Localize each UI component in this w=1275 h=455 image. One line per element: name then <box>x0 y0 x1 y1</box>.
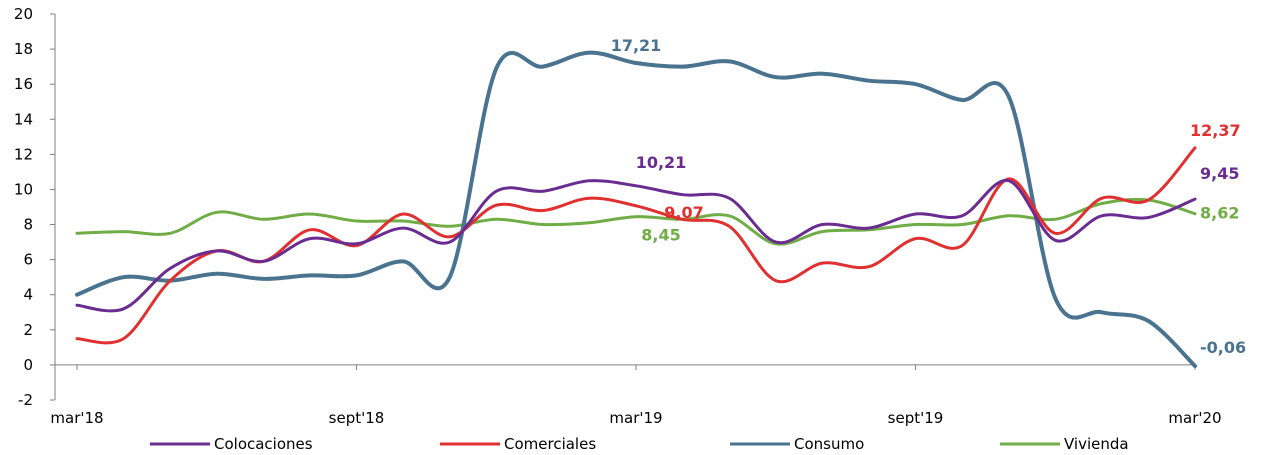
y-tick-label: 18 <box>14 40 33 58</box>
y-tick-label: 2 <box>23 321 33 339</box>
data-label-colocaciones: 9,45 <box>1200 164 1239 183</box>
y-tick-label: -2 <box>18 391 33 409</box>
data-label-consumo: 17,21 <box>611 36 662 55</box>
series-line-consumo <box>75 50 1197 368</box>
data-label-comerciales: 12,37 <box>1190 121 1241 140</box>
series-line-vivienda <box>75 197 1197 246</box>
legend-label-consumo: Consumo <box>794 435 864 453</box>
y-tick-label: 10 <box>14 180 33 198</box>
x-tick-label: mar'20 <box>1168 409 1221 427</box>
axes: -2 0 2 4 6 8 10 12 14 16 18 20 mar'18 sept'18 mar'19 se… <box>14 5 1222 427</box>
y-tick-label: 4 <box>23 286 33 304</box>
x-tick-label: mar'19 <box>609 409 662 427</box>
data-label-vivienda: 8,62 <box>1200 204 1239 223</box>
x-tick-label: sept'18 <box>329 409 385 427</box>
y-tick-label: 14 <box>14 110 33 128</box>
y-tick-label: 0 <box>23 356 33 374</box>
series-lines <box>75 50 1197 368</box>
data-label-consumo: -0,06 <box>1200 338 1246 357</box>
data-labels: 17,21 10,21 9,07 8,45 12,37 9,45 8,62 -0,06 <box>611 36 1246 357</box>
x-tick-label: mar'18 <box>50 409 103 427</box>
y-tick-label: 20 <box>14 5 33 23</box>
y-tick-label: 6 <box>23 251 33 269</box>
y-tick-label: 12 <box>14 145 33 163</box>
data-label-comerciales: 9,07 <box>664 203 703 222</box>
legend: Colocaciones Comerciales Consumo Vivienda <box>150 435 1129 453</box>
y-tick-label: 8 <box>23 216 33 234</box>
legend-label-colocaciones: Colocaciones <box>214 435 313 453</box>
series-line-colocaciones <box>75 179 1197 313</box>
y-tick-label: 16 <box>14 75 33 93</box>
data-label-colocaciones: 10,21 <box>636 153 687 172</box>
legend-label-vivienda: Vivienda <box>1064 435 1129 453</box>
legend-label-comerciales: Comerciales <box>504 435 596 453</box>
x-tick-label: sept'19 <box>888 409 944 427</box>
data-label-vivienda: 8,45 <box>641 226 680 245</box>
